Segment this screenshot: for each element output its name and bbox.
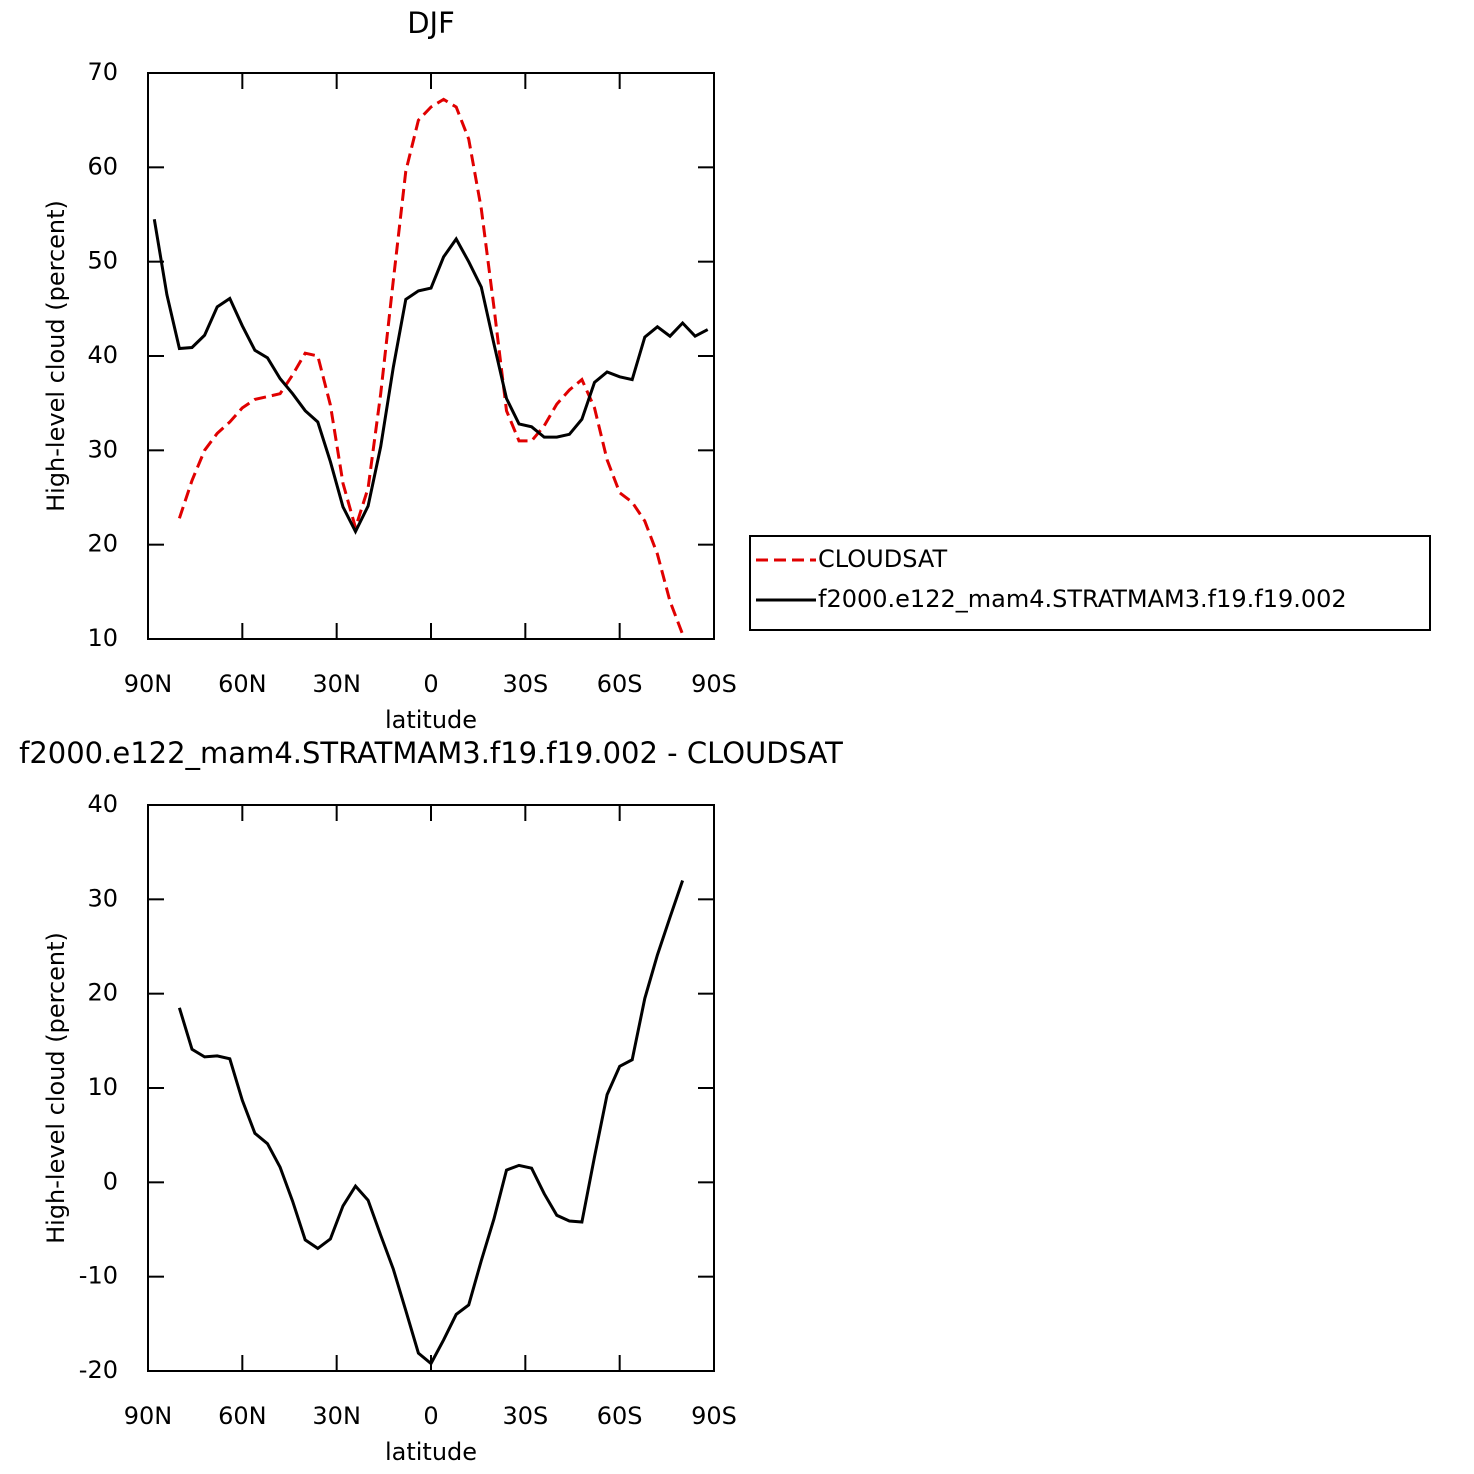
x-axis-label: latitude xyxy=(385,706,477,734)
x-tick-label: 60N xyxy=(218,1402,267,1430)
y-axis-label: High-level cloud (percent) xyxy=(42,932,70,1244)
y-tick-label: -10 xyxy=(79,1262,118,1290)
x-tick-label: 90N xyxy=(124,670,173,698)
y-tick-label: 60 xyxy=(87,152,118,180)
x-tick-label: 30N xyxy=(312,670,361,698)
data-line xyxy=(177,880,685,1366)
y-tick-label: 20 xyxy=(87,979,118,1007)
plot-frame xyxy=(147,804,715,1372)
data-line xyxy=(177,97,685,635)
plot-frame xyxy=(147,72,715,640)
y-tick-label: 40 xyxy=(87,341,118,369)
x-tick-label: 90S xyxy=(691,1402,737,1430)
chart-title: DJF xyxy=(407,6,455,40)
y-tick-label: 20 xyxy=(87,530,118,558)
x-tick-label: 90N xyxy=(124,1402,173,1430)
legend-box xyxy=(749,535,1431,631)
x-tick-label: 30S xyxy=(502,670,548,698)
x-tick-label: 0 xyxy=(423,1402,438,1430)
x-tick-label: 90S xyxy=(691,670,737,698)
y-tick-label: -20 xyxy=(79,1356,118,1384)
y-axis-label: High-level cloud (percent) xyxy=(42,200,70,512)
y-tick-label: 30 xyxy=(87,435,118,463)
x-tick-label: 60N xyxy=(218,670,267,698)
legend-label: f2000.e122_mam4.STRATMAM3.f19.f19.002 xyxy=(818,585,1347,613)
x-tick-label: 30N xyxy=(312,1402,361,1430)
x-tick-label: 0 xyxy=(423,670,438,698)
y-tick-label: 70 xyxy=(87,58,118,86)
x-tick-label: 60S xyxy=(597,1402,643,1430)
y-tick-label: 10 xyxy=(87,1073,118,1101)
y-tick-label: 0 xyxy=(103,1167,118,1195)
data-line xyxy=(152,218,709,535)
x-tick-label: 60S xyxy=(597,670,643,698)
y-tick-label: 40 xyxy=(87,790,118,818)
x-axis-label: latitude xyxy=(385,1438,477,1466)
y-tick-label: 30 xyxy=(87,884,118,912)
legend-label: CLOUDSAT xyxy=(818,545,947,573)
y-tick-label: 10 xyxy=(87,624,118,652)
x-tick-label: 30S xyxy=(502,1402,548,1430)
y-tick-label: 50 xyxy=(87,247,118,275)
chart-title: f2000.e122_mam4.STRATMAM3.f19.f19.002 - … xyxy=(19,736,843,770)
